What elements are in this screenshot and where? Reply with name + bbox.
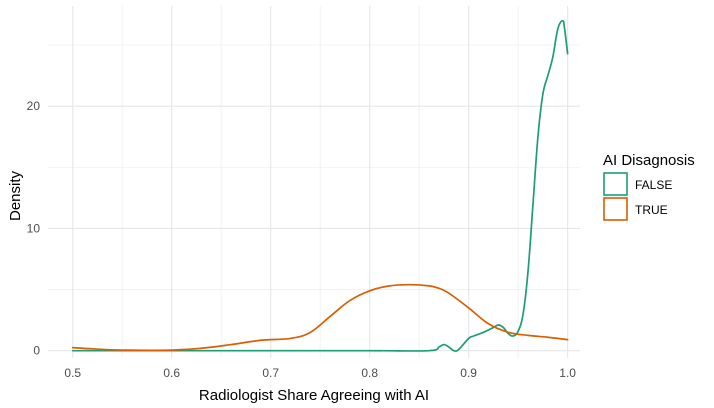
x-tick-label: 0.7 [262, 366, 279, 380]
y-axis-title: Density [7, 170, 24, 221]
density-line-false [71, 19, 569, 352]
y-tick-label: 0 [33, 344, 40, 358]
legend-label-true: TRUE [635, 203, 668, 217]
legend-key-false [603, 172, 628, 196]
legend-key-true [603, 197, 628, 221]
x-tick-label: 0.9 [460, 366, 477, 380]
x-axis-title: Radiologist Share Agreeing with AI [199, 387, 429, 404]
x-tick-label: 0.6 [163, 366, 180, 380]
series-layer [71, 19, 569, 352]
x-tick-labels: 0.5 0.6 0.7 0.8 0.9 1.0 [64, 366, 576, 380]
y-tick-labels: 0 10 20 [27, 99, 41, 357]
grid-minor [48, 6, 580, 358]
y-tick-label: 10 [27, 221, 41, 235]
x-tick-label: 1.0 [559, 366, 576, 380]
legend-label-false: FALSE [635, 178, 672, 192]
x-tick-label: 0.8 [361, 366, 378, 380]
density-line-true [71, 283, 569, 352]
y-tick-label: 20 [27, 99, 41, 113]
grid-major [48, 6, 580, 358]
legend: AI Disagnosis FALSE TRUE [603, 152, 695, 221]
x-tick-label: 0.5 [64, 366, 81, 380]
legend-title: AI Disagnosis [603, 152, 695, 169]
